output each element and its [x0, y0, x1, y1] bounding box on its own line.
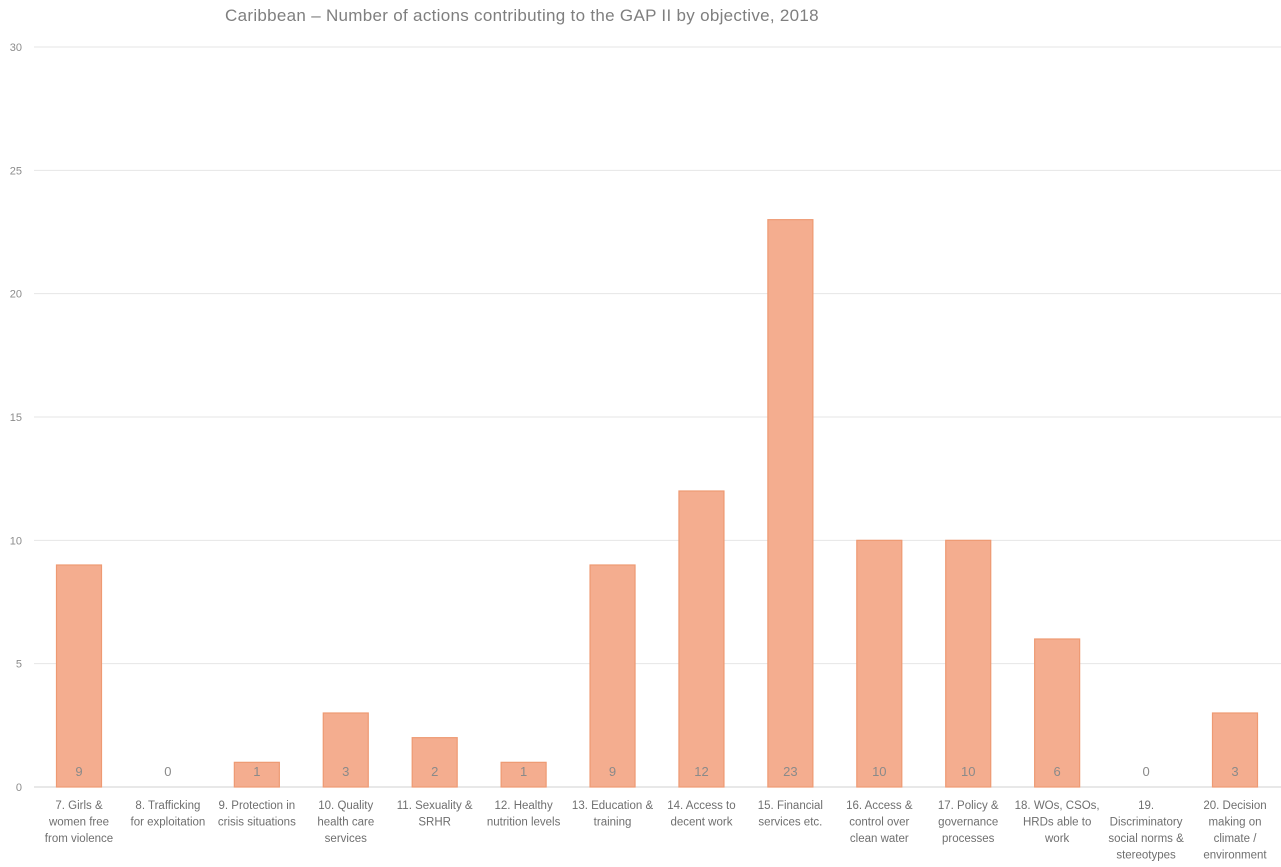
y-tick-label: 10: [10, 535, 22, 547]
x-tick-label: 12. Healthy nutrition levels: [487, 800, 561, 829]
x-tick-label: 15. Financial services etc.: [758, 800, 823, 829]
x-tick-label: 11. Sexuality & SRHR: [397, 800, 473, 829]
x-tick-label-line: 7. Girls &: [55, 800, 103, 812]
y-tick-label: 15: [10, 412, 22, 424]
x-axis-ticks: 7. Girls & women free from violence 8. Traf…: [45, 800, 1268, 862]
x-tick-label-line: 10. Quality: [318, 800, 373, 812]
y-tick-label: 5: [16, 659, 22, 671]
x-tick-label: 8. Trafficking for exploitation: [131, 800, 206, 829]
x-tick-label-line: climate /: [1214, 833, 1258, 845]
bar: [856, 539, 903, 788]
x-tick-label: 7. Girls & women free from violence: [45, 800, 113, 845]
bar: [1034, 638, 1081, 788]
x-tick-label-line: 15. Financial: [758, 800, 823, 812]
y-tick-label: 30: [10, 42, 22, 54]
data-label: 3: [342, 764, 349, 779]
x-tick-label: 19. Discriminatory social norms & stereotyp…: [1108, 800, 1184, 862]
bar: [1211, 712, 1259, 788]
data-label: 1: [520, 764, 527, 779]
bar: [678, 490, 725, 788]
x-tick-label-line: women free: [48, 817, 109, 829]
x-tick-label-line: 12. Healthy: [495, 800, 553, 812]
x-tick-label: 9. Protection in crisis situations: [218, 800, 296, 829]
x-tick-label-line: making on: [1208, 817, 1261, 829]
bar: [767, 219, 814, 788]
x-tick-label-line: 20. Decision: [1203, 800, 1266, 812]
bar: [233, 761, 280, 788]
x-tick-label-line: control over: [849, 817, 909, 829]
x-tick-label-line: clean water: [850, 833, 909, 845]
x-tick-label-line: 8. Trafficking: [135, 800, 200, 812]
x-tick-label: 20. Decision making on climate / environmen…: [1203, 800, 1267, 862]
x-tick-label-line: services: [325, 833, 367, 845]
x-tick-label-line: training: [594, 817, 632, 829]
x-tick-label: 13. Education & training: [572, 800, 654, 829]
x-tick-label: 14. Access to decent work: [667, 800, 735, 829]
x-tick-label-line: from violence: [45, 833, 113, 845]
x-tick-label-line: for exploitation: [131, 817, 206, 829]
data-label: 2: [431, 764, 438, 779]
x-tick-label-line: stereotypes: [1116, 850, 1176, 862]
data-label: 1: [253, 764, 260, 779]
x-tick-label-line: 14. Access to: [667, 800, 735, 812]
x-tick-label-line: SRHR: [418, 817, 451, 829]
bar: [55, 564, 103, 788]
data-labels: 9 0 1 3 2 1 9 12 23 10 10 6 0 3: [75, 764, 1238, 779]
x-tick-label-line: social norms &: [1108, 833, 1184, 845]
y-tick-label: 25: [10, 165, 22, 177]
x-tick-label-line: 9. Protection in: [218, 800, 295, 812]
x-tick-label: 17. Policy & governance processes: [938, 800, 999, 845]
x-tick-label-line: processes: [942, 833, 995, 845]
x-tick-label-line: work: [1044, 833, 1070, 845]
data-label: 9: [75, 764, 82, 779]
x-tick-label-line: decent work: [670, 817, 732, 829]
data-label: 12: [694, 764, 708, 779]
y-axis-ticks: 0 5 10 15 20 25 30: [10, 42, 22, 794]
bar: [411, 737, 458, 788]
x-tick-label: 16. Access & control over clean water: [846, 800, 913, 845]
x-tick-label-line: 17. Policy &: [938, 800, 999, 812]
bar: [945, 539, 992, 788]
data-label: 10: [961, 764, 975, 779]
x-tick-label: 18. WOs, CSOs, HRDs able to work: [1015, 800, 1100, 845]
data-label: 10: [872, 764, 886, 779]
x-tick-label-line: Discriminatory: [1110, 817, 1183, 829]
y-tick-label: 0: [16, 782, 22, 794]
data-label: 0: [1142, 764, 1149, 779]
x-tick-label-line: 13. Education &: [572, 800, 654, 812]
bar: [589, 564, 636, 788]
data-label: 9: [609, 764, 616, 779]
chart-title: Caribbean – Number of actions contributi…: [225, 6, 819, 25]
x-tick-label-line: 16. Access &: [846, 800, 913, 812]
bar: [322, 712, 369, 788]
x-tick-label-line: services etc.: [758, 817, 822, 829]
x-tick-label-line: 11. Sexuality &: [397, 800, 473, 812]
data-label: 3: [1231, 764, 1238, 779]
x-tick-label-line: 19.: [1138, 800, 1154, 812]
bars: [55, 219, 1259, 788]
x-tick-label-line: HRDs able to: [1023, 817, 1091, 829]
x-tick-label: 10. Quality health care services: [317, 800, 374, 845]
data-label: 0: [164, 764, 171, 779]
gridlines: [34, 46, 1281, 788]
x-tick-label-line: health care: [317, 817, 374, 829]
x-tick-label-line: nutrition levels: [487, 817, 561, 829]
x-tick-label-line: 18. WOs, CSOs,: [1015, 800, 1100, 812]
data-label: 23: [783, 764, 797, 779]
y-tick-label: 20: [10, 289, 22, 301]
data-label: 6: [1054, 764, 1061, 779]
x-tick-label-line: governance: [938, 817, 998, 829]
x-tick-label-line: crisis situations: [218, 817, 296, 829]
bar: [500, 761, 547, 788]
x-tick-label-line: environment: [1203, 850, 1267, 862]
